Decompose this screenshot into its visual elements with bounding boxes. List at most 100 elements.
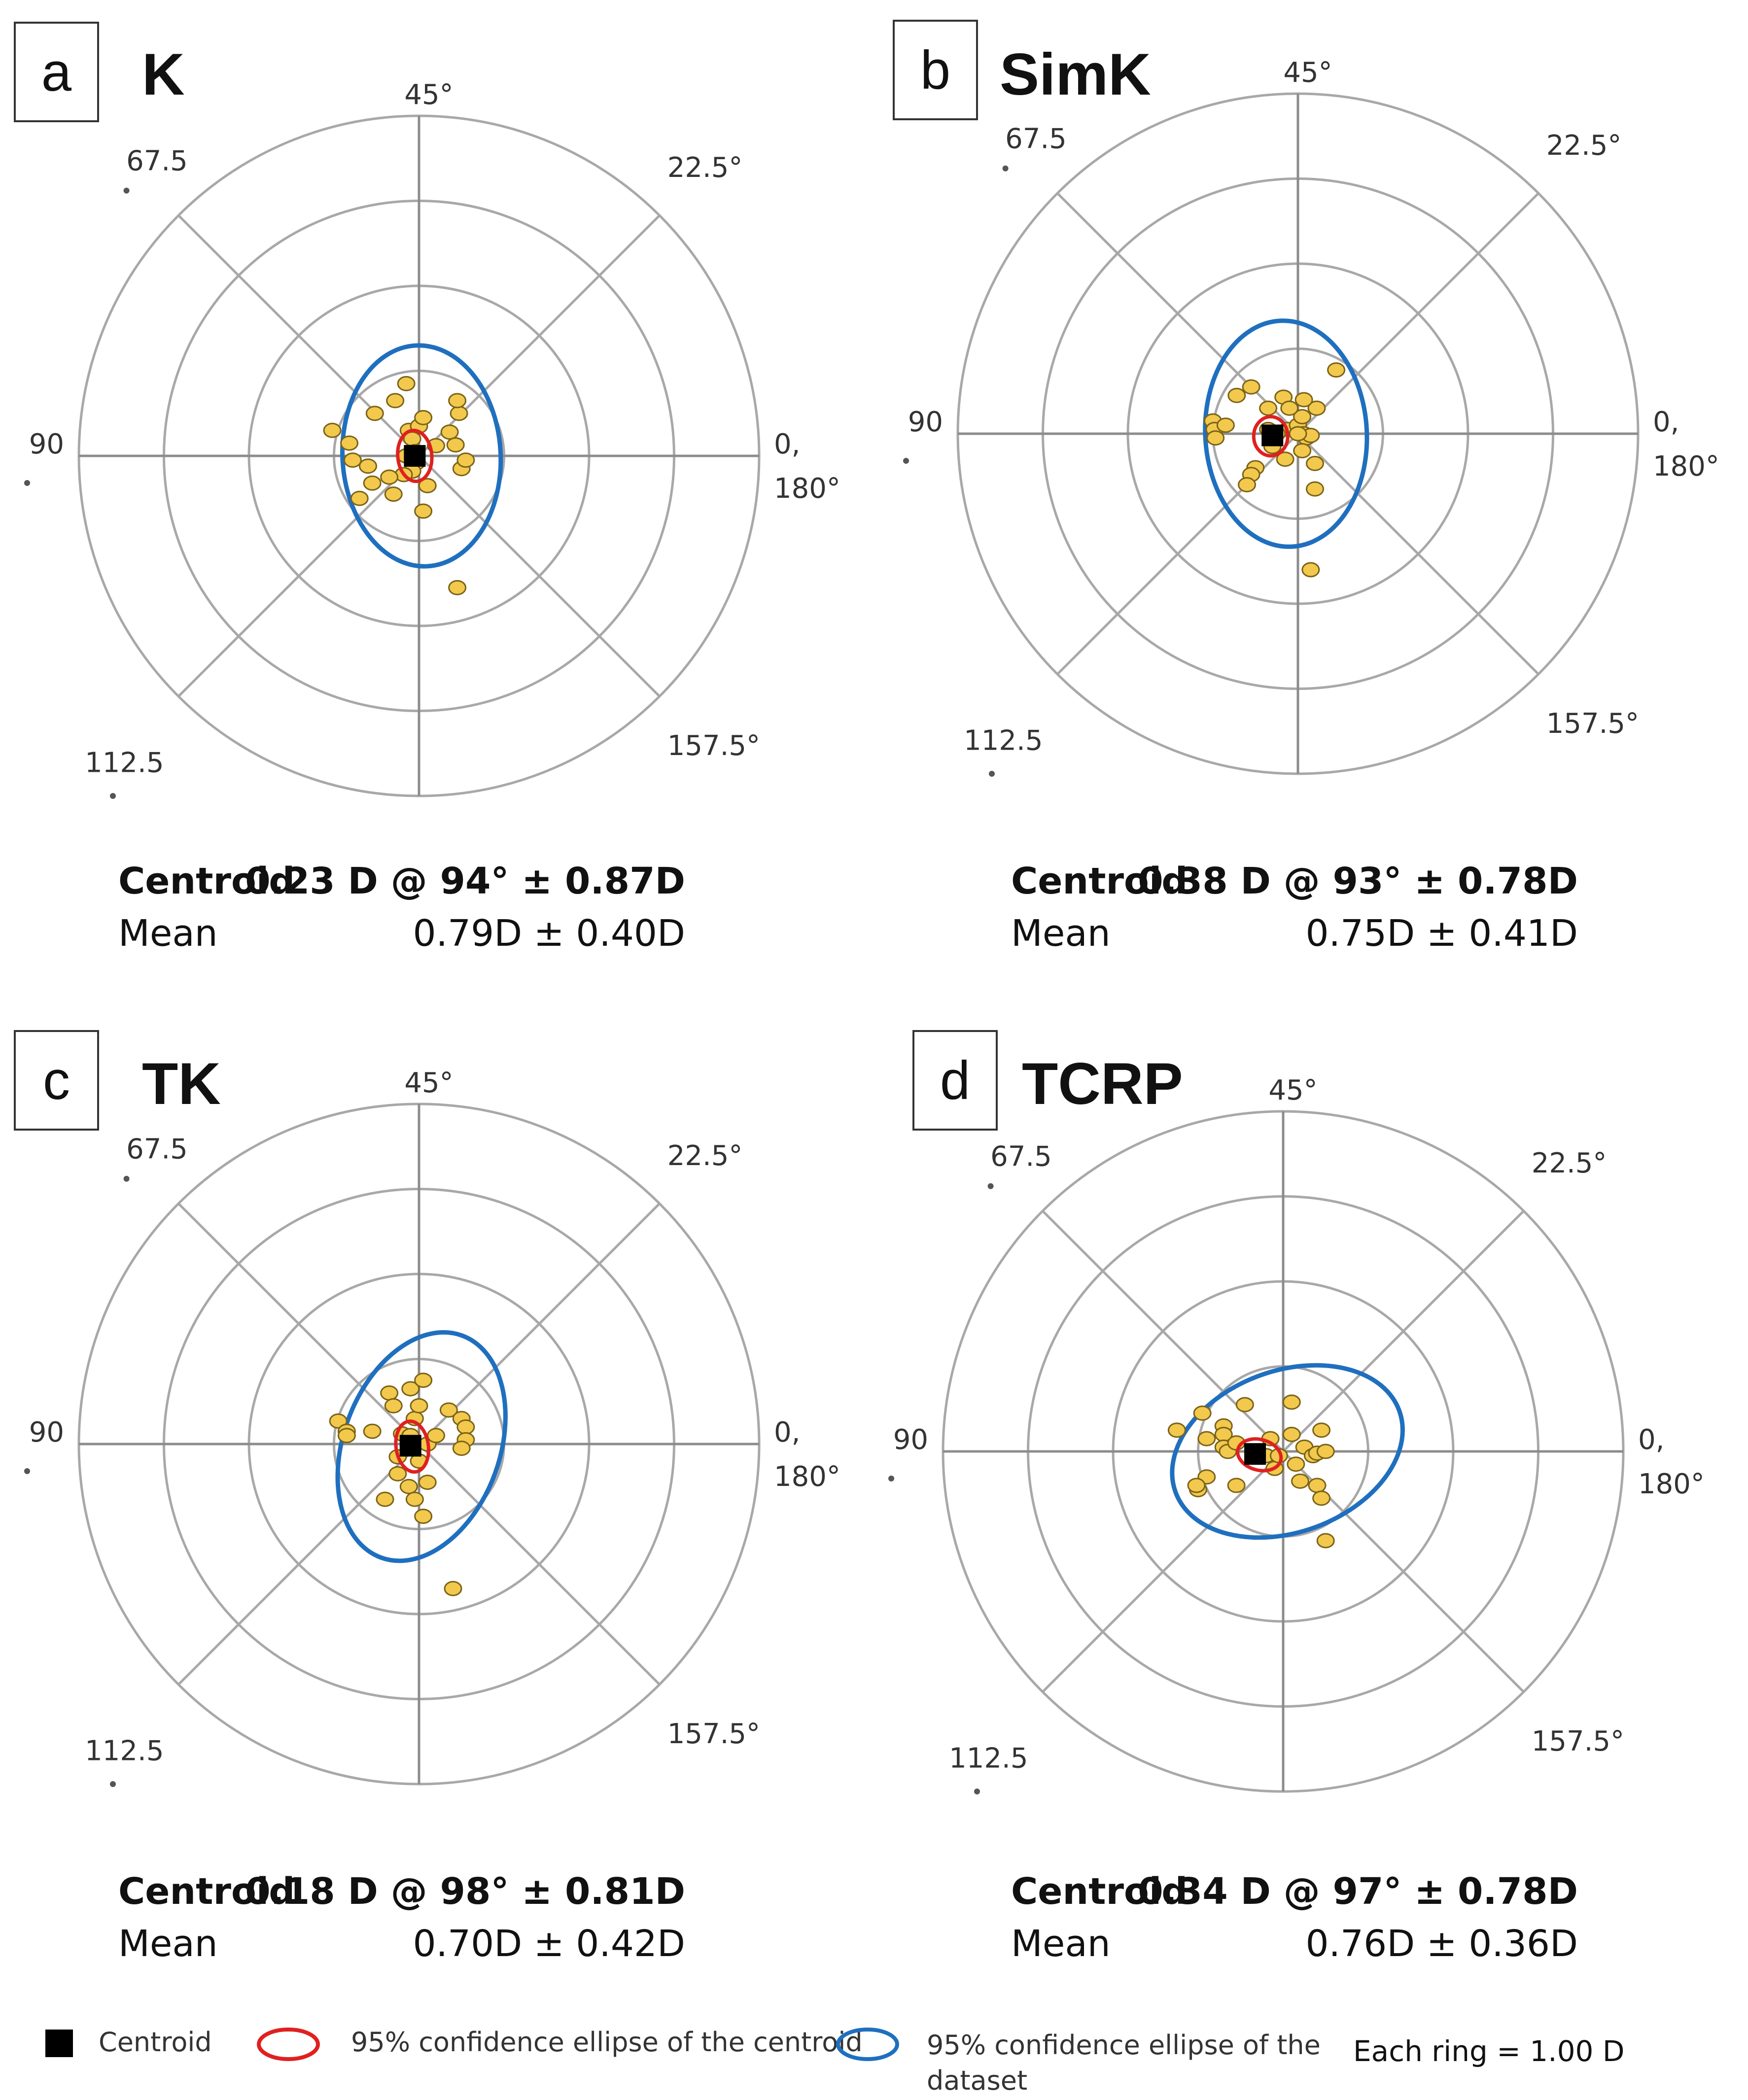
centroid-value: 0.18 D @ 98° ± 0.81D (245, 1870, 685, 1913)
panel-d: 45° 22.5° 0, 180° 157.5° 112.5 90 67.5 d TCRP C… (874, 1010, 1748, 2021)
mean-row: Mean 0.70D ± 0.42D (118, 1923, 685, 1975)
data-point (1289, 426, 1307, 442)
data-point (1167, 1422, 1186, 1438)
data-point (414, 503, 433, 519)
data-point (380, 469, 399, 485)
angle-label-dot (110, 1781, 116, 1787)
data-point (418, 478, 437, 493)
centroid-label: Centroid (1011, 860, 1188, 902)
angle-label-dot (24, 480, 30, 486)
data-point (1301, 562, 1320, 578)
angle-label-dot (903, 458, 909, 464)
data-point (1294, 392, 1313, 408)
polar-plot-c: 45° 22.5° 0, 180° 157.5° 112.5 90 67.5 (24, 1067, 840, 1787)
angle-label: 0, (774, 428, 800, 460)
legend: Centroid 95% confidence ellipse of the c… (0, 2016, 1748, 2100)
data-point (384, 1398, 403, 1413)
angle-label: 22.5° (1546, 130, 1622, 162)
data-point (448, 393, 467, 409)
data-point (1282, 1394, 1301, 1410)
data-point (456, 1419, 475, 1435)
data-point (1276, 451, 1294, 467)
data-point (384, 486, 403, 502)
data-point (450, 406, 468, 421)
angle-label: 0, (1638, 1424, 1664, 1456)
angle-label-dot (123, 187, 130, 194)
mean-value: 0.76D ± 0.36D (1305, 1923, 1578, 1965)
data-point (414, 410, 433, 425)
panel-b: 45° 22.5° 0, 180° 157.5° 112.5 90 67.5 b SimK C… (874, 0, 1748, 1010)
data-point (1307, 400, 1326, 416)
data-point (1197, 1431, 1216, 1446)
data-point (1316, 1444, 1335, 1459)
dataset-confidence-ellipse (1170, 1363, 1405, 1540)
data-point (397, 376, 416, 391)
legend-ring-note: Each ring = 1.00 D (1353, 2034, 1625, 2068)
centroid-value: 0.34 D @ 97° ± 0.78D (1138, 1870, 1578, 1913)
centroid-value: 0.23 D @ 94° ± 0.87D (245, 860, 685, 902)
angle-label: 67.5 (126, 145, 188, 177)
legend-centroid-label: Centroid (99, 2027, 212, 2058)
centroid-confidence-ellipse (396, 428, 434, 483)
data-point (439, 1402, 458, 1418)
centroid-confidence-ellipse (1236, 1437, 1283, 1473)
data-point (440, 424, 459, 440)
angle-label: 157.5° (1532, 1725, 1624, 1757)
data-point (1306, 481, 1324, 497)
angle-label: 90 (29, 428, 64, 460)
legend-centroid-marker (45, 2030, 73, 2057)
angle-label-dot (974, 1789, 980, 1794)
data-point (414, 1373, 433, 1388)
angle-label: 112.5 (85, 747, 164, 779)
angle-label: 157.5° (1546, 708, 1639, 740)
panel-letter-tag: c (14, 1030, 99, 1131)
data-point (376, 1491, 394, 1507)
angle-label: 67.5 (1005, 123, 1067, 155)
mean-label: Mean (1011, 912, 1111, 955)
data-point (1227, 1478, 1246, 1493)
data-point (323, 422, 342, 438)
data-point (444, 1581, 462, 1596)
angle-label: 67.5 (990, 1140, 1052, 1172)
legend-dataset-ellipse-label-1: 95% confidence ellipse of the (927, 2030, 1321, 2061)
angle-label: 112.5 (85, 1735, 164, 1767)
centroid-marker (404, 445, 426, 467)
data-point (1291, 1473, 1309, 1489)
dataset-confidence-ellipse (335, 1330, 508, 1563)
data-point (350, 490, 369, 506)
panel-letter-tag: b (893, 20, 978, 120)
angle-label-dot (123, 1175, 130, 1182)
data-point (1216, 417, 1235, 433)
data-point (405, 1491, 424, 1507)
mean-value: 0.70D ± 0.42D (413, 1923, 685, 1965)
legend-blue-ellipse-icon (836, 2028, 899, 2061)
mean-label: Mean (118, 912, 218, 955)
data-point (1312, 1422, 1331, 1438)
centroid-marker (1244, 1443, 1266, 1465)
angle-label: 90 (29, 1416, 64, 1448)
mean-row: Mean 0.75D ± 0.41D (1011, 912, 1578, 964)
data-point (365, 406, 384, 421)
angle-label: 45° (1283, 57, 1332, 89)
data-point (1227, 387, 1246, 403)
centroid-row: Centroid 0.34 D @ 97° ± 0.78D (1011, 1870, 1578, 1923)
data-point (446, 437, 465, 453)
angle-label: 22.5° (667, 1140, 743, 1172)
mean-value: 0.79D ± 0.40D (413, 912, 685, 955)
mean-row: Mean 0.76D ± 0.36D (1011, 1923, 1578, 1975)
angle-label: 45° (404, 1067, 453, 1099)
data-point (1280, 400, 1299, 416)
data-point (410, 1398, 428, 1413)
centroid-confidence-ellipse (394, 1419, 430, 1474)
panel-c: 45° 22.5° 0, 180° 157.5° 112.5 90 67.5 c TK Cen… (0, 1010, 874, 2021)
data-point (1308, 1478, 1327, 1493)
angle-label: 180° (1653, 450, 1719, 482)
data-point (1242, 379, 1260, 395)
stats-block: Centroid 0.18 D @ 98° ± 0.81D Mean 0.70D… (118, 1870, 685, 1975)
data-point (456, 452, 475, 468)
data-point (448, 580, 467, 595)
angle-label: 157.5° (667, 1718, 760, 1750)
angle-label: 180° (774, 1461, 840, 1493)
data-point (1327, 362, 1346, 378)
data-point (1316, 1533, 1335, 1549)
